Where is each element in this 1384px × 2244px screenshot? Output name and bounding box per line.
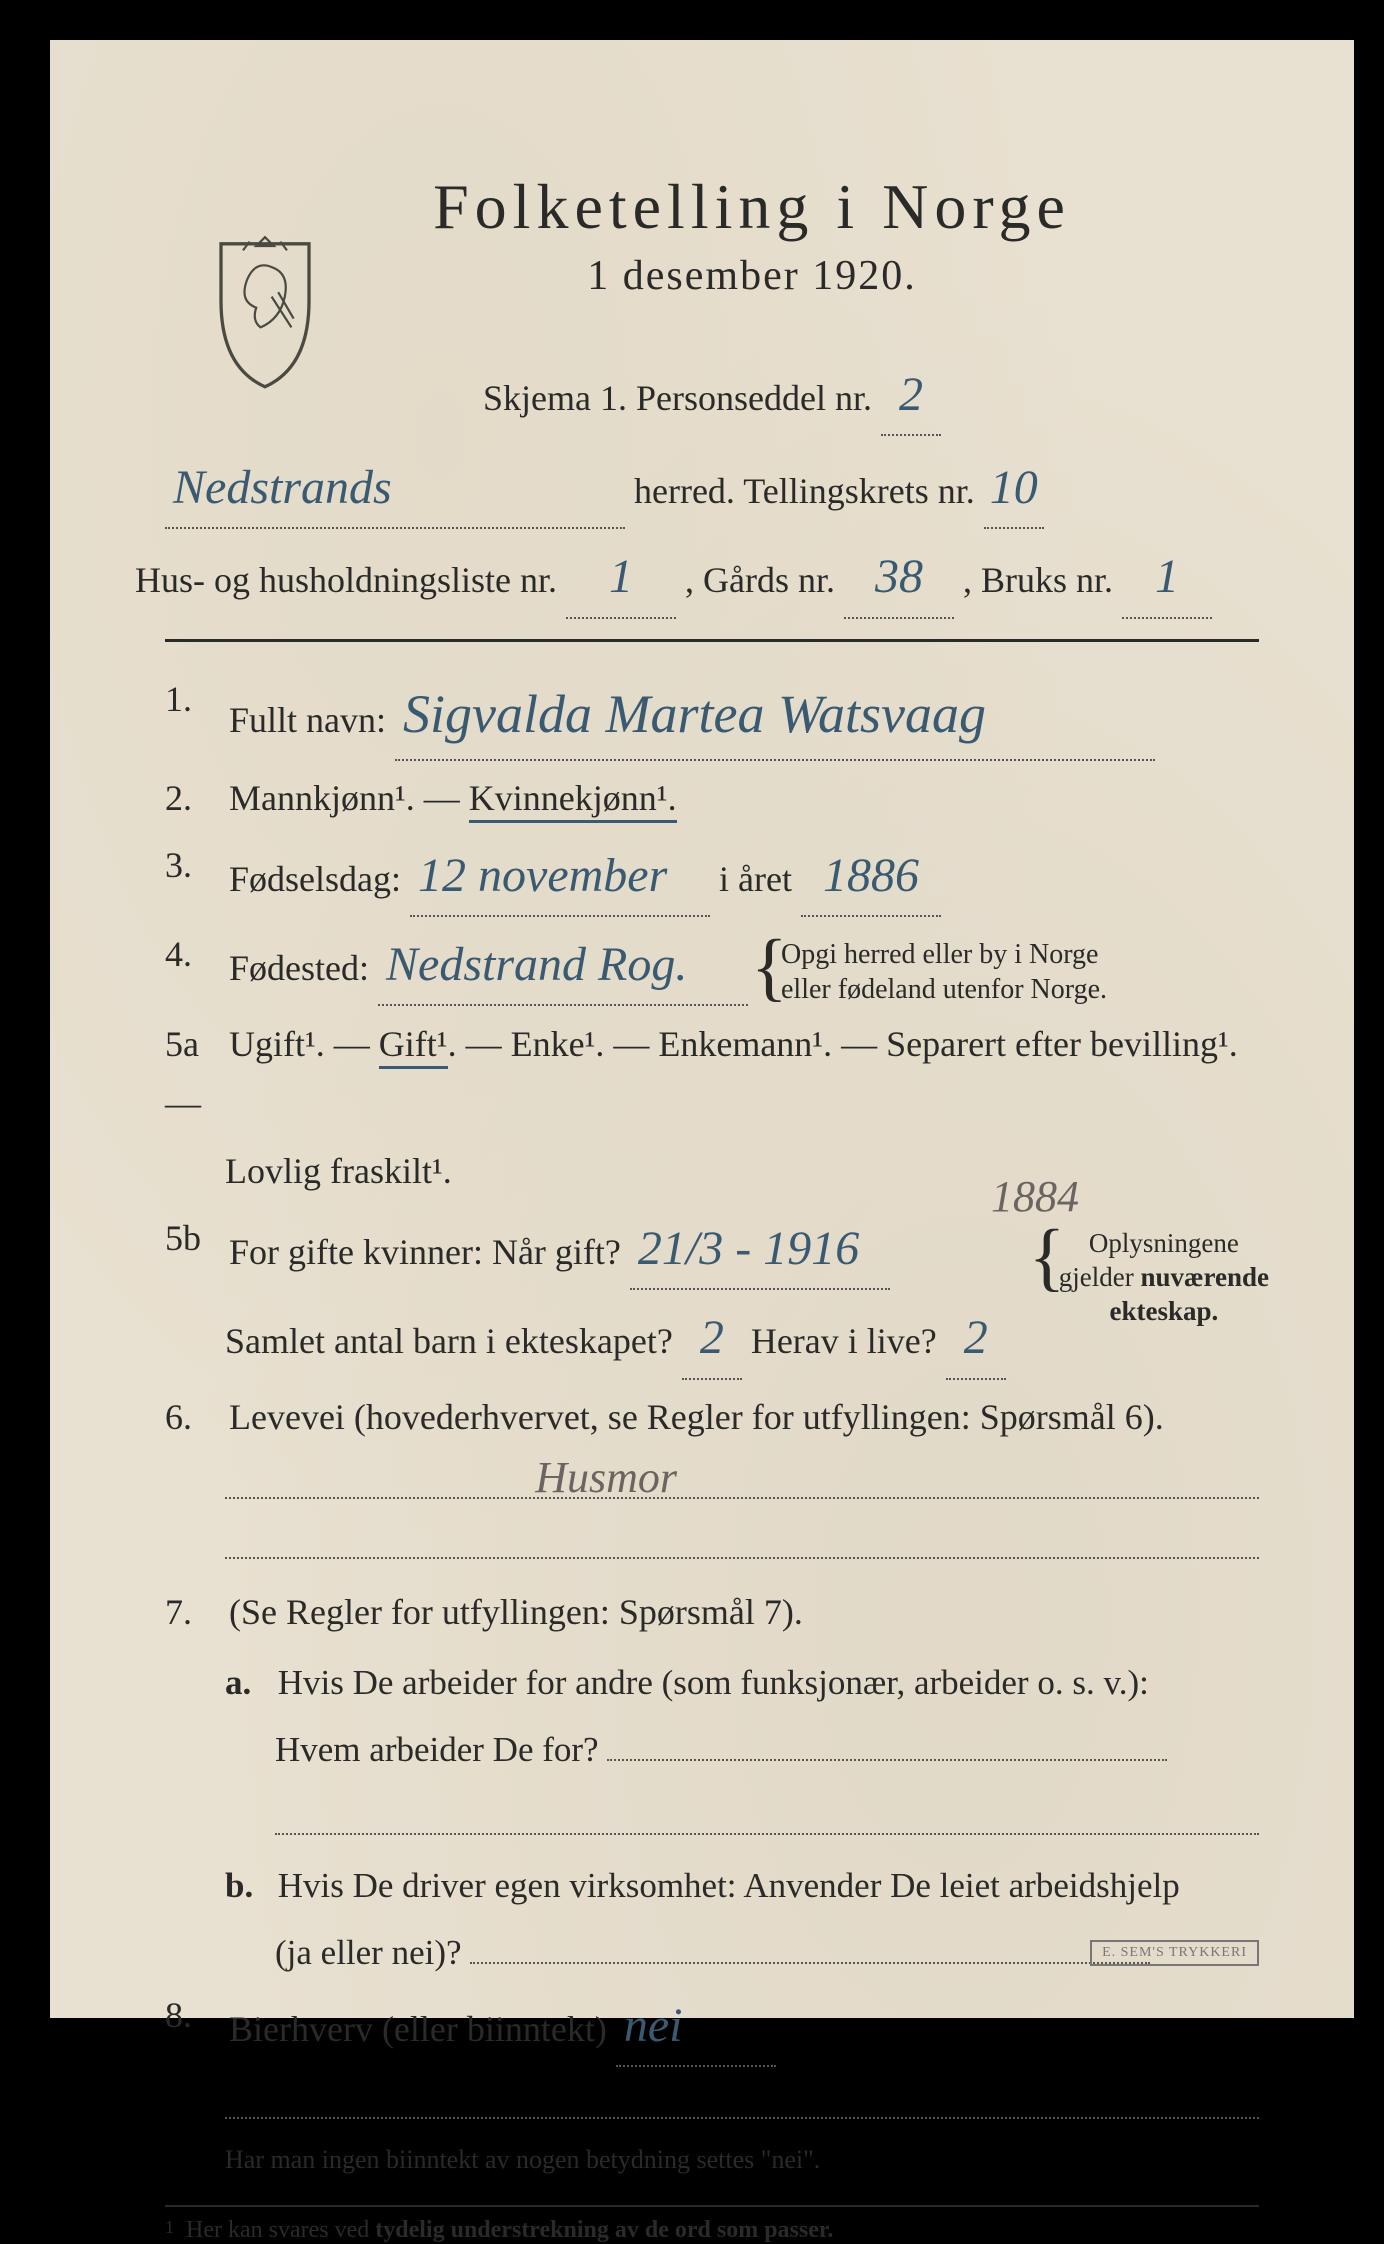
herred-label: herred. Tellingskrets nr.	[634, 471, 975, 511]
footnote: 1 Her kan svares ved tydelig understrekn…	[165, 2205, 1259, 2244]
meta-line-1: Skjema 1. Personseddel nr. 2	[165, 355, 1259, 436]
q7-num: 7.	[165, 1583, 220, 1642]
q3-num: 3.	[165, 836, 220, 895]
q1-row: 1. Fullt navn: Sigvalda Martea Watsvaag	[165, 670, 1259, 761]
q6-value: Husmor	[535, 1452, 677, 1503]
footer-note: Har man ingen biinntekt av nogen betydni…	[225, 2145, 1259, 2175]
q6-blank-line	[225, 1517, 1259, 1559]
q5b-children-alive: 2	[964, 1298, 988, 1377]
q5b-note-b: gjelder nuværende	[1059, 1262, 1269, 1292]
q7a-num: a.	[225, 1650, 269, 1717]
q2-label-a: Mannkjønn¹. —	[229, 778, 460, 818]
q7a-text1: Hvis De arbeider for andre (som funksjon…	[278, 1663, 1149, 1702]
q6-num: 6.	[165, 1388, 220, 1447]
meta-line-2: Nedstrands herred. Tellingskrets nr. 10	[165, 448, 1259, 529]
q1-num: 1.	[165, 670, 220, 729]
q6-label: Levevei (hovederhvervet, se Regler for u…	[229, 1397, 1164, 1437]
q5b-label-b: Samlet antal barn i ekteskapet?	[225, 1321, 673, 1361]
q4-num: 4.	[165, 925, 220, 984]
q4-row: 4. Fødested: Nedstrand Rog. Opgi herred …	[165, 925, 1259, 1007]
q1-value: Sigvalda Martea Watsvaag	[403, 670, 986, 759]
q5b-row: 1884 5b For gifte kvinner: Når gift? 21/…	[165, 1209, 1259, 1290]
q8-label: Bierhverv (eller biinntekt)	[229, 2009, 607, 2049]
q7a-row2: Hvem arbeider De for?	[275, 1717, 1259, 1784]
q7a-blank2	[275, 1793, 1259, 1835]
q5a-text: Ugift¹. — Gift¹. — Enke¹. — Enkemann¹. —…	[165, 1024, 1238, 1123]
q7a-blank	[607, 1759, 1167, 1761]
q7-label: (Se Regler for utfyllingen: Spørsmål 7).	[229, 1592, 803, 1632]
q3-year: 1886	[823, 836, 919, 915]
q7a-row: a. Hvis De arbeider for andre (som funks…	[225, 1650, 1259, 1717]
q5b-label-a: For gifte kvinner: Når gift?	[229, 1232, 621, 1272]
q3-mid: i året	[719, 859, 792, 899]
divider	[165, 639, 1259, 642]
q2-label-b: Kvinnekjønn¹.	[469, 778, 677, 823]
q5b-married: 21/3 - 1916	[638, 1209, 859, 1288]
q6-value-line: Husmor	[225, 1457, 1259, 1499]
bruks-label: , Bruks nr.	[963, 560, 1113, 600]
q3-label: Fødselsdag:	[229, 859, 401, 899]
form-subtitle: 1 desember 1920.	[245, 252, 1259, 300]
q5b-num: 5b	[165, 1209, 220, 1268]
q8-row: 8. Bierhverv (eller biinntekt) nei	[165, 1986, 1259, 2067]
q7a-text2: Hvem arbeider De for?	[275, 1730, 599, 1769]
q5a-row: 5a Ugift¹. — Gift¹. — Enke¹. — Enkemann¹…	[165, 1015, 1259, 1134]
q7b-blank	[470, 1962, 1150, 1964]
q7b-text2: (ja eller nei)?	[275, 1933, 462, 1972]
q8-num: 8.	[165, 1986, 220, 2045]
q8-value: nei	[624, 1986, 683, 2065]
footnote-text: Her kan svares ved tydelig understreknin…	[186, 2217, 833, 2243]
q7b-num: b.	[225, 1853, 269, 1920]
census-form: Folketelling i Norge 1 desember 1920. Sk…	[50, 40, 1354, 2018]
q7-row: 7. (Se Regler for utfyllingen: Spørsmål …	[165, 1583, 1259, 1642]
herred-value: Nedstrands	[173, 448, 392, 527]
q5a-text2: Lovlig fraskilt¹.	[225, 1151, 452, 1191]
scan-frame: Folketelling i Norge 1 desember 1920. Sk…	[0, 0, 1384, 2048]
footnote-marker: 1	[165, 2217, 174, 2237]
personseddel-nr: 2	[899, 355, 923, 434]
form-title: Folketelling i Norge	[245, 170, 1259, 244]
skjema-label: Skjema 1. Personseddel nr.	[483, 378, 872, 418]
q5b-label-c: Herav i live?	[751, 1321, 937, 1361]
q4-label: Fødested:	[229, 948, 369, 988]
q4-note-a: Opgi herred eller by i Norge	[781, 939, 1099, 970]
gards-nr: 38	[875, 537, 923, 616]
q5b-children-total: 2	[700, 1298, 724, 1377]
q8-blank-line	[225, 2077, 1259, 2119]
q7b-text1: Hvis De driver egen virksomhet: Anvender…	[278, 1866, 1180, 1905]
q4-note-b: eller fødeland utenfor Norge.	[781, 974, 1107, 1005]
bruks-nr: 1	[1155, 537, 1179, 616]
gards-label: , Gårds nr.	[685, 560, 835, 600]
q5a-num: 5a	[165, 1015, 220, 1074]
q3-row: 3. Fødselsdag: 12 november i året 1886	[165, 836, 1259, 917]
hus-label: Hus- og husholdningsliste nr.	[135, 560, 557, 600]
tellingskrets-nr: 10	[990, 448, 1038, 527]
q2-row: 2. Mannkjønn¹. — Kvinnekjønn¹.	[165, 769, 1259, 828]
meta-line-3: Hus- og husholdningsliste nr. 1 , Gårds …	[135, 537, 1259, 618]
q2-num: 2.	[165, 769, 220, 828]
q5b-row2: Samlet antal barn i ekteskapet? 2 Herav …	[225, 1298, 1259, 1379]
q4-value: Nedstrand Rog.	[386, 925, 687, 1004]
q5b-note-a: Oplysningene	[1089, 1228, 1239, 1258]
q7b-row: b. Hvis De driver egen virksomhet: Anven…	[225, 1853, 1259, 1920]
q5a-row2: Lovlig fraskilt¹.	[225, 1142, 1259, 1201]
q4-note: Opgi herred eller by i Norge eller fødel…	[757, 937, 1107, 1007]
q6-row: 6. Levevei (hovederhvervet, se Regler fo…	[165, 1388, 1259, 1447]
q3-day: 12 november	[418, 836, 667, 915]
q1-label: Fullt navn:	[229, 700, 386, 740]
printer-stamp: E. SEM'S TRYKKERI	[1090, 1940, 1259, 1966]
hus-nr: 1	[609, 537, 633, 616]
